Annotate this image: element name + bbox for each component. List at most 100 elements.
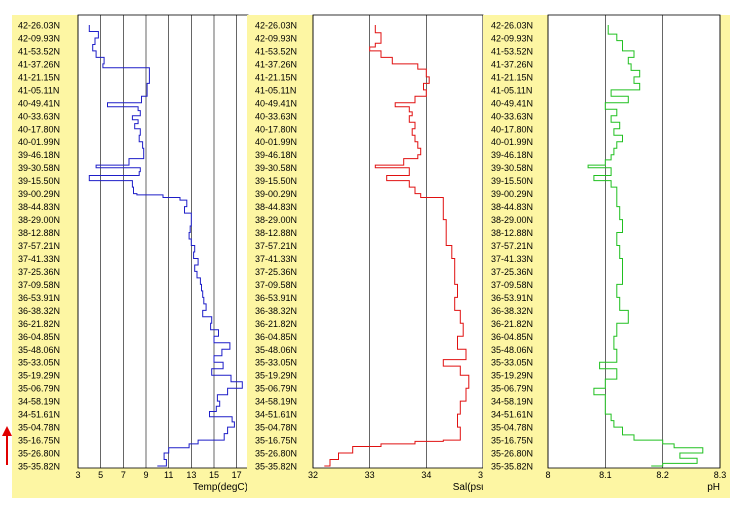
latitude-label: 40-17.80N	[491, 124, 533, 134]
latitude-label: 36-21.82N	[491, 319, 533, 329]
x-tick-label: 13	[186, 470, 196, 480]
latitude-label: 40-01.99N	[491, 137, 533, 147]
latitude-label: 42-26.03N	[255, 21, 297, 31]
latitude-label: 41-37.26N	[255, 59, 297, 69]
latitude-label: 40-49.41N	[491, 98, 533, 108]
latitude-label: 34-58.19N	[18, 397, 60, 407]
latitude-label: 35-48.06N	[255, 345, 297, 355]
latitude-label: 35-35.82N	[18, 462, 60, 472]
latitude-label: 35-35.82N	[255, 462, 297, 472]
latitude-label: 36-04.85N	[491, 332, 533, 342]
latitude-label: 39-00.29N	[491, 189, 533, 199]
latitude-label: 34-58.19N	[255, 397, 297, 407]
x-tick-label: 9	[143, 470, 148, 480]
temperature-series-line	[88, 25, 243, 467]
latitude-label: 37-09.58N	[491, 280, 533, 290]
latitude-label: 41-05.11N	[255, 85, 296, 95]
temperature-panel: 3 5 7 9 11 13 15 17 42-26.03N 42-09.93N 41-53.52N…	[12, 14, 262, 498]
latitude-label: 37-25.36N	[491, 267, 533, 277]
latitude-label: 37-41.33N	[255, 254, 297, 264]
salinity-latitude-labels: 42-26.03N 42-09.93N 41-53.52N 41-37.26N 41-2…	[255, 21, 297, 472]
ph-series-line	[587, 25, 704, 467]
latitude-label: 35-19.29N	[255, 371, 297, 381]
latitude-label: 42-26.03N	[18, 21, 60, 31]
latitude-label: 41-53.52N	[18, 46, 60, 56]
temperature-axis-label: Temp(degC)	[193, 482, 248, 493]
up-arrow-icon	[2, 426, 12, 465]
latitude-label: 35-26.80N	[491, 449, 533, 459]
latitude-label: 37-25.36N	[255, 267, 297, 277]
x-tick-label: 5	[98, 470, 103, 480]
latitude-label: 39-46.18N	[18, 150, 60, 160]
latitude-label: 37-09.58N	[255, 280, 297, 290]
ph-panel: 8 8.1 8.2 8.3 42-26.03N 42-09.93N 41-53.52N 41…	[483, 14, 730, 498]
latitude-label: 39-15.50N	[18, 176, 60, 186]
ph-plot-area	[547, 14, 721, 469]
latitude-label: 36-21.82N	[255, 319, 297, 329]
latitude-label: 35-16.75N	[18, 436, 60, 446]
latitude-label: 38-29.00N	[18, 215, 60, 225]
latitude-label: 36-38.32N	[491, 306, 533, 316]
latitude-label: 37-57.21N	[491, 241, 533, 251]
latitude-label: 37-57.21N	[255, 241, 297, 251]
latitude-label: 41-05.11N	[491, 85, 532, 95]
latitude-label: 37-41.33N	[18, 254, 60, 264]
latitude-label: 40-17.80N	[255, 124, 297, 134]
temperature-x-tick-labels: 3 5 7 9 11 13 15 17	[75, 470, 241, 480]
x-tick-label: 8	[545, 470, 550, 480]
latitude-label: 38-12.88N	[491, 228, 533, 238]
latitude-label: 36-04.85N	[18, 332, 60, 342]
latitude-label: 35-04.78N	[255, 423, 297, 433]
latitude-label: 40-01.99N	[18, 137, 60, 147]
latitude-label: 37-41.33N	[491, 254, 533, 264]
temperature-plot-area	[77, 14, 249, 469]
x-tick-label: 7	[121, 470, 126, 480]
latitude-label: 40-33.63N	[255, 111, 297, 121]
latitude-label: 40-01.99N	[255, 137, 297, 147]
latitude-label: 36-21.82N	[18, 319, 60, 329]
latitude-label: 41-53.52N	[491, 46, 533, 56]
x-tick-label: 34	[421, 470, 431, 480]
temperature-grid	[77, 15, 237, 468]
latitude-label: 37-25.36N	[18, 267, 60, 277]
latitude-label: 35-16.75N	[255, 436, 297, 446]
latitude-label: 39-46.18N	[255, 150, 297, 160]
latitude-label: 35-33.05N	[255, 358, 297, 368]
latitude-label: 40-49.41N	[255, 98, 297, 108]
x-tick-label: 32	[308, 470, 318, 480]
salinity-plot-area	[312, 14, 484, 469]
latitude-label: 40-17.80N	[18, 124, 60, 134]
x-tick-label: 17	[232, 470, 242, 480]
latitude-label: 34-51.61N	[18, 410, 60, 420]
x-tick-label: 3	[75, 470, 80, 480]
latitude-label: 35-19.29N	[491, 371, 533, 381]
latitude-label: 35-04.78N	[491, 423, 533, 433]
latitude-label: 41-21.15N	[18, 72, 60, 82]
latitude-label: 36-53.91N	[255, 293, 297, 303]
latitude-label: 34-51.61N	[491, 410, 533, 420]
ph-x-tick-labels: 8 8.1 8.2 8.3	[545, 470, 726, 480]
ph-latitude-labels: 42-26.03N 42-09.93N 41-53.52N 41-37.26N 41-2…	[491, 21, 533, 472]
latitude-label: 39-46.18N	[491, 150, 533, 160]
latitude-label: 35-19.29N	[18, 371, 60, 381]
latitude-label: 41-05.11N	[18, 85, 59, 95]
latitude-label: 42-09.93N	[255, 33, 297, 43]
latitude-label: 38-12.88N	[18, 228, 60, 238]
latitude-label: 39-00.29N	[255, 189, 297, 199]
latitude-label: 36-53.91N	[491, 293, 533, 303]
latitude-label: 42-26.03N	[491, 21, 533, 31]
latitude-label: 38-29.00N	[491, 215, 533, 225]
latitude-label: 38-44.83N	[255, 202, 297, 212]
latitude-label: 35-48.06N	[491, 345, 533, 355]
latitude-label: 35-33.05N	[491, 358, 533, 368]
latitude-label: 35-35.82N	[491, 462, 533, 472]
latitude-label: 37-09.58N	[18, 280, 60, 290]
latitude-label: 37-57.21N	[18, 241, 60, 251]
temperature-latitude-labels: 42-26.03N 42-09.93N 41-53.52N 41-37.26N 41-2…	[18, 21, 60, 472]
latitude-label: 36-38.32N	[18, 306, 60, 316]
latitude-label: 41-21.15N	[491, 72, 533, 82]
latitude-label: 38-12.88N	[255, 228, 297, 238]
latitude-label: 39-15.50N	[491, 176, 533, 186]
x-tick-label: 8.1	[599, 470, 612, 480]
